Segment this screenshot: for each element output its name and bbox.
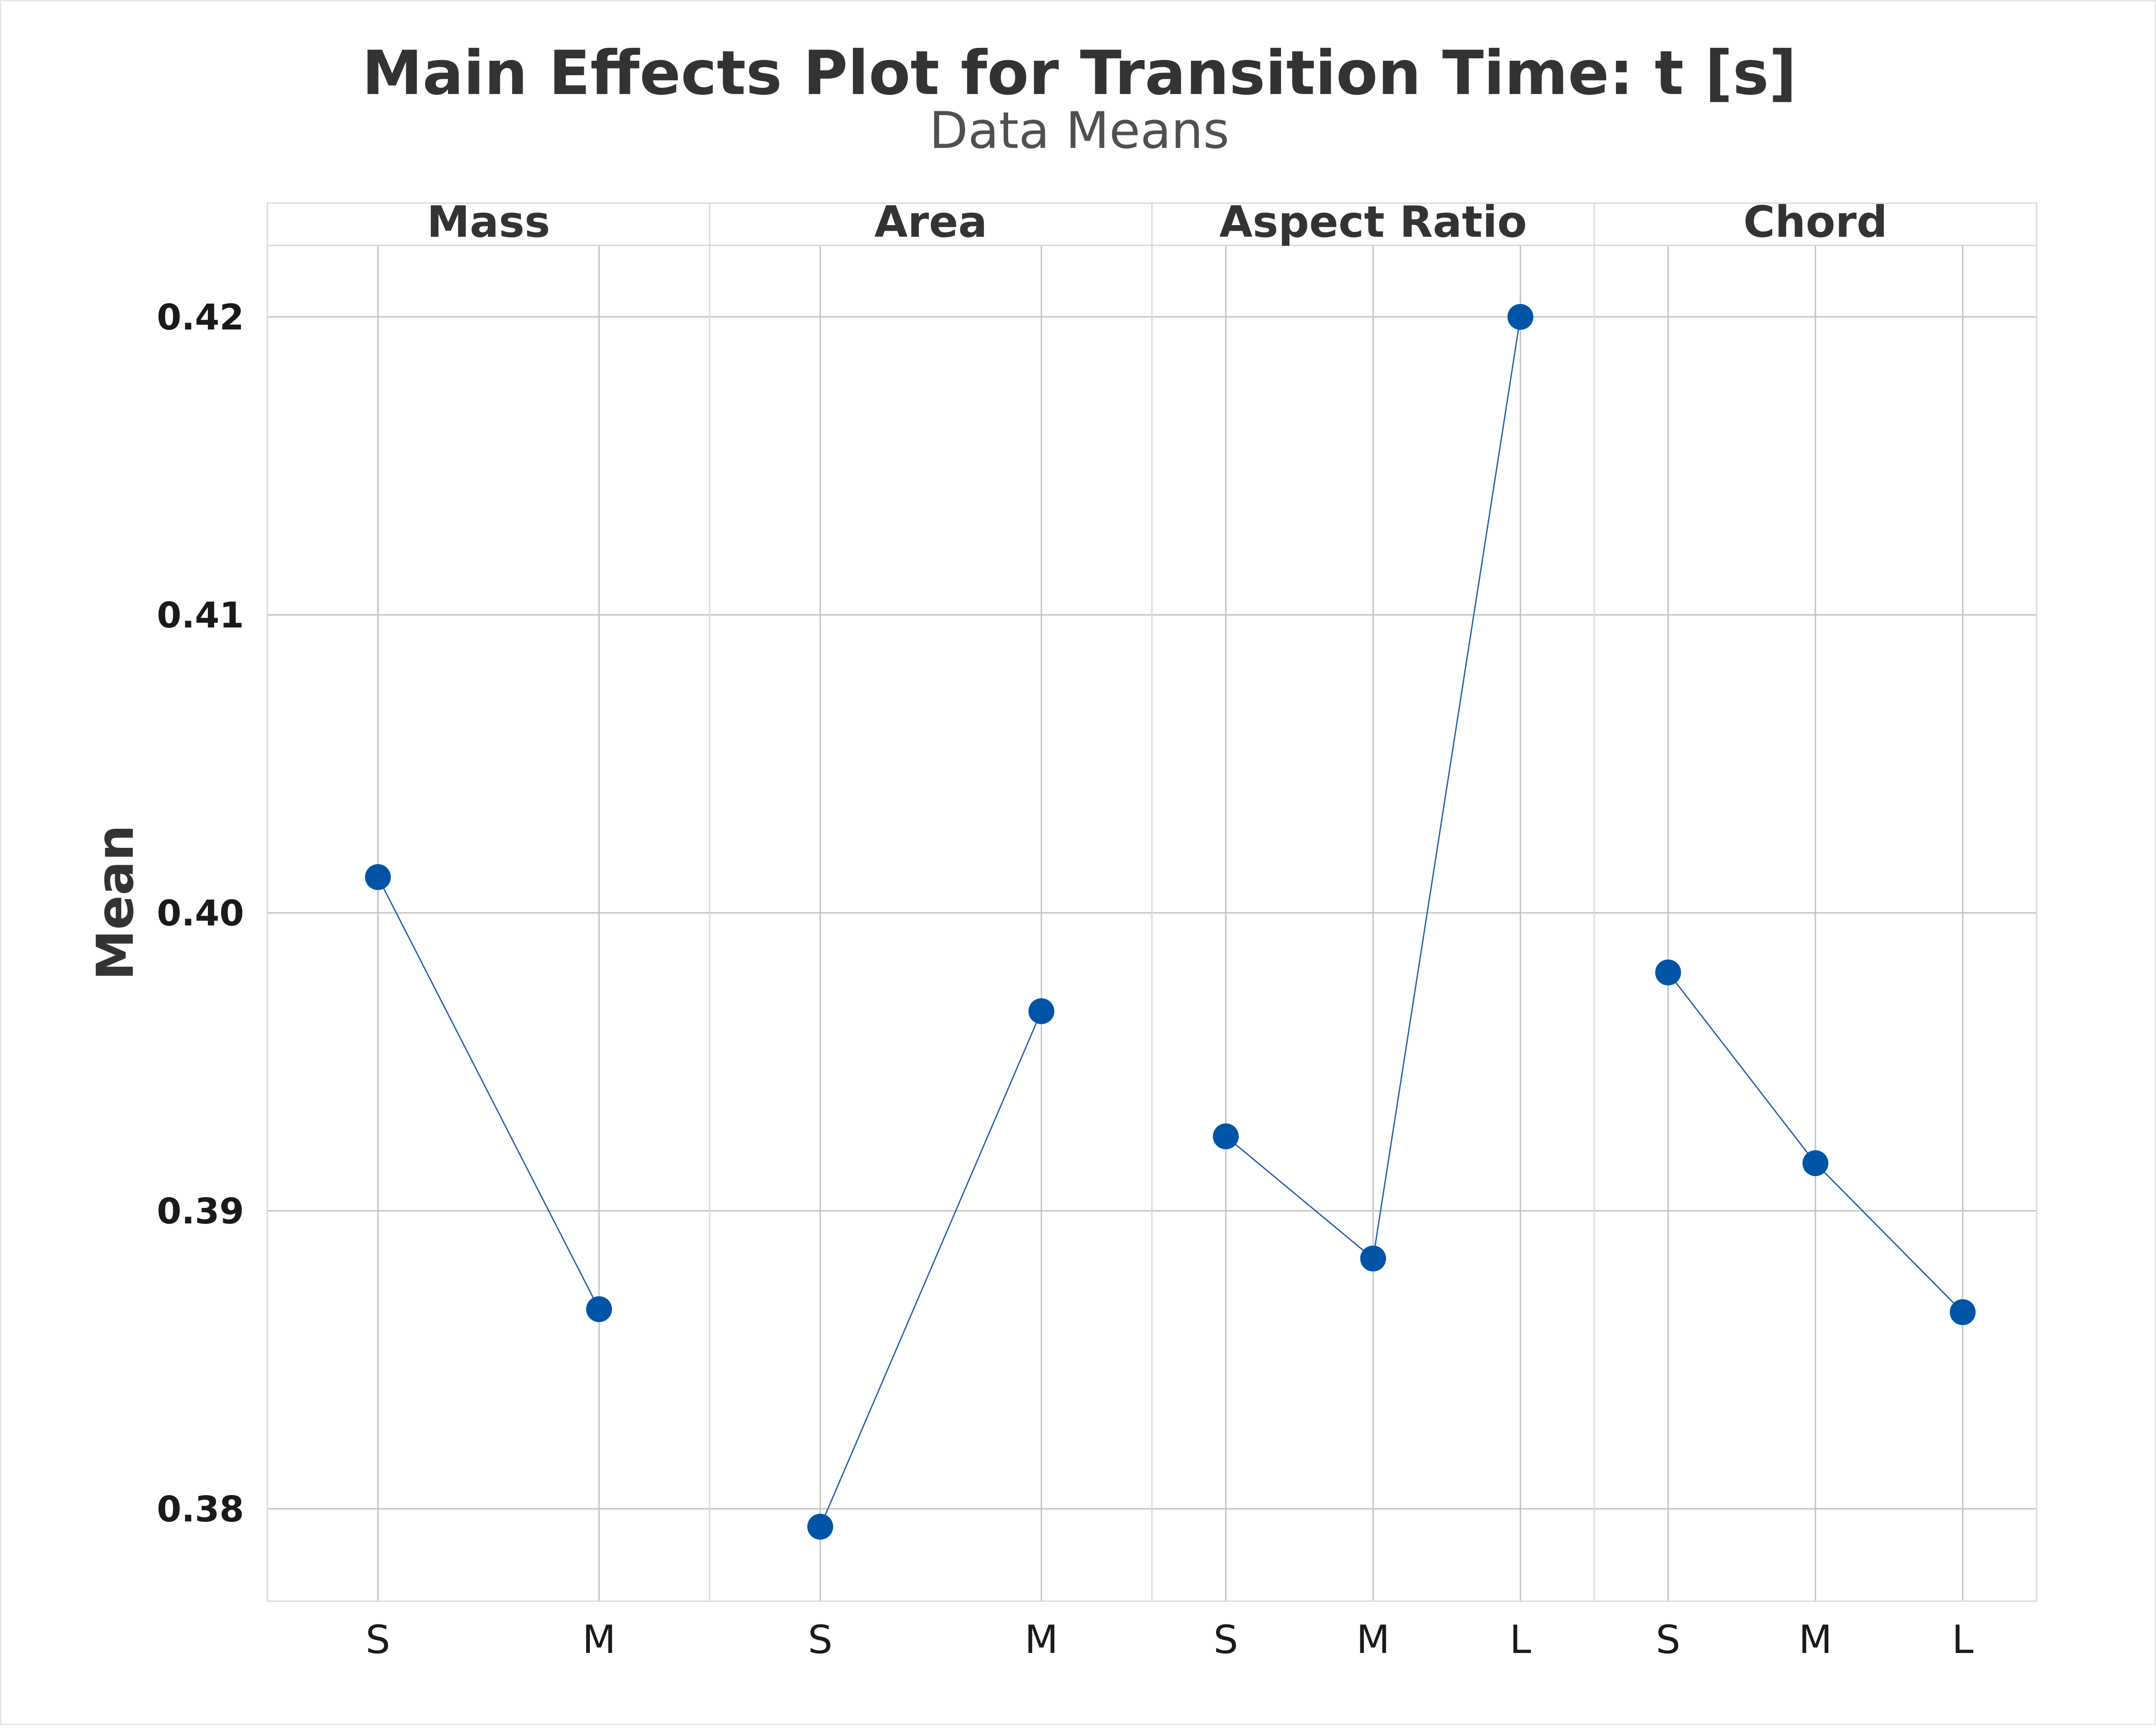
series-line xyxy=(377,877,600,1310)
axis-labels: 0.38 0.39 0.40 0.41 0.42 Mass S M Area S M Aspect R… xyxy=(157,197,1974,1662)
x-tick-label: S xyxy=(366,1617,390,1662)
series-line xyxy=(819,1011,1042,1527)
x-tick-label: S xyxy=(808,1617,833,1662)
x-tick-label: S xyxy=(1213,1617,1238,1662)
x-tick-label: M xyxy=(1357,1617,1390,1662)
data-point xyxy=(1213,1123,1239,1150)
data-point xyxy=(586,1296,612,1322)
y-tick-label: 0.38 xyxy=(157,1489,244,1530)
panel-title: Area xyxy=(874,197,987,247)
x-tick-label: L xyxy=(1952,1617,1974,1662)
y-tick-label: 0.42 xyxy=(157,297,244,338)
y-tick-label: 0.40 xyxy=(157,893,244,934)
x-tick-label: S xyxy=(1656,1617,1680,1662)
panel-title: Mass xyxy=(427,197,550,247)
x-tick-label: L xyxy=(1510,1617,1531,1662)
y-tick-label: 0.41 xyxy=(157,595,244,636)
series-lines xyxy=(377,317,1963,1527)
series-points xyxy=(365,304,1976,1540)
data-point xyxy=(365,864,391,890)
x-tick-label: M xyxy=(582,1617,616,1662)
data-point xyxy=(1507,304,1533,330)
y-tick-label: 0.39 xyxy=(157,1191,244,1232)
chart-subtitle: Data Means xyxy=(929,101,1229,160)
frame-layer xyxy=(266,202,2037,1602)
data-point xyxy=(1655,960,1681,986)
chart-title: Main Effects Plot for Transition Time: t… xyxy=(362,38,1796,109)
panel-title: Aspect Ratio xyxy=(1219,197,1527,247)
data-point xyxy=(1028,998,1055,1024)
data-point xyxy=(1802,1150,1829,1176)
x-tick-label: M xyxy=(1799,1617,1832,1662)
data-point xyxy=(1360,1245,1386,1272)
data-point xyxy=(1949,1299,1976,1325)
data-point xyxy=(807,1514,834,1540)
y-axis-label: Mean xyxy=(85,825,145,980)
panel-title: Chord xyxy=(1743,197,1887,247)
x-tick-label: M xyxy=(1025,1617,1058,1662)
